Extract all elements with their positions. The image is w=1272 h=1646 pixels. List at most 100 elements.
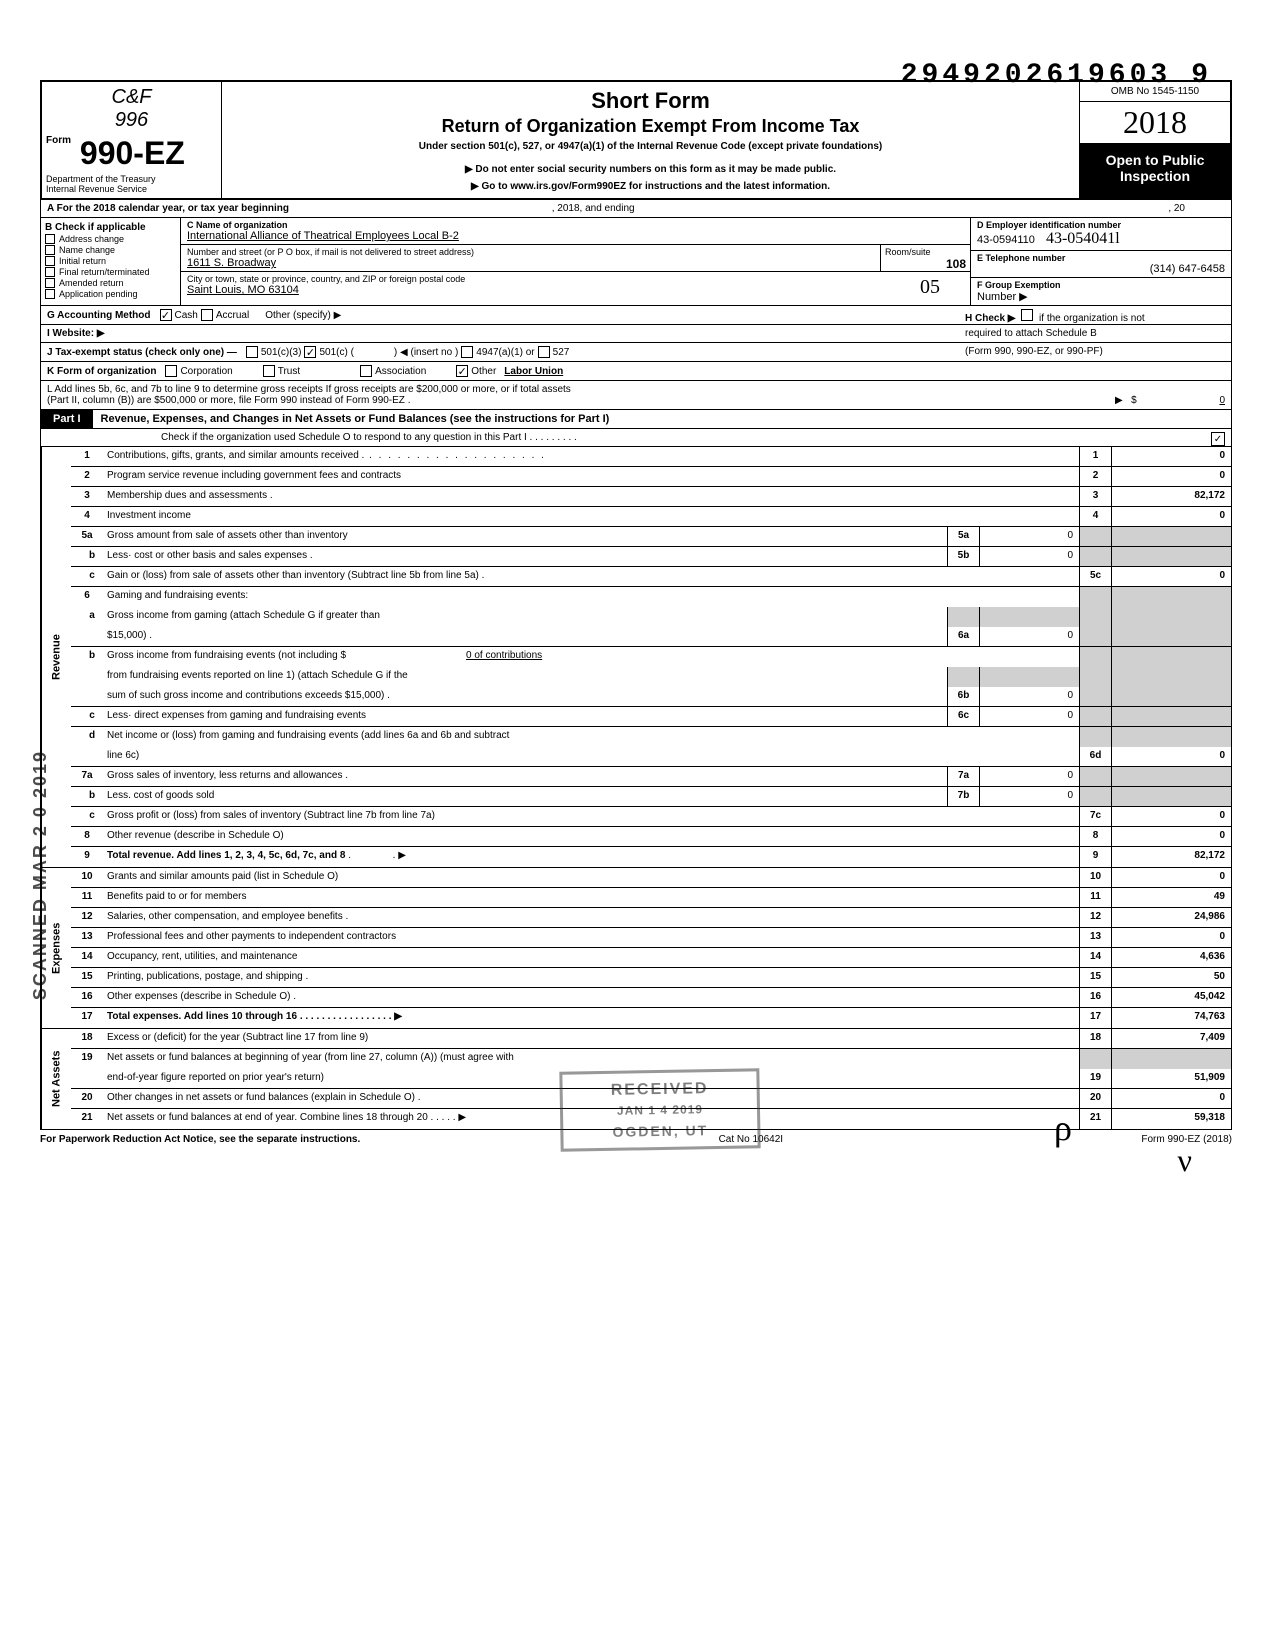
room-value: 108 [885,257,966,271]
schedule-o-check-row: Check if the organization used Schedule … [40,429,1232,447]
section-g-accounting: G Accounting Method Cash Accrual Other (… [40,306,1232,325]
ein-value: 43-0594110 43-054041l [977,230,1225,248]
line-6d-1: d Net income or (loss) from gaming and f… [71,727,1231,747]
line-13: 13 Professional fees and other payments … [71,928,1231,948]
line-1-value: 0 [1111,447,1231,466]
line-6b-3: sum of such gross income and contributio… [71,687,1231,707]
city-state-zip: Saint Louis, MO 63104 [187,284,964,296]
check-schedule-o[interactable] [1211,432,1225,446]
line-5b-value: 0 [979,547,1079,566]
line-18-value: 7,409 [1111,1029,1231,1048]
line-9: 9 Total revenue. Add lines 1, 2, 3, 4, 5… [71,847,1231,867]
signature-2: ν [1178,1142,1192,1179]
check-cash[interactable] [160,309,172,321]
line-5a-value: 0 [979,527,1079,546]
telephone-number: (314) 647-6458 [977,263,1225,275]
line-2: 2 Program service revenue including gove… [71,467,1231,487]
ein-handwritten: 43-054041l [1046,230,1120,247]
tax-year: 2018 [1080,102,1230,144]
handwritten-05: 05 [920,276,940,299]
line-11: 11 Benefits paid to or for members 11 49 [71,888,1231,908]
section-h-text2: required to attach Schedule B [965,328,1225,339]
check-corporation[interactable] [165,365,177,377]
line-16-value: 45,042 [1111,988,1231,1007]
line-21-value: 59,318 [1111,1109,1231,1129]
line-20-value: 0 [1111,1089,1231,1108]
address-label: Number and street (or P O box, if mail i… [187,247,964,257]
line-4-value: 0 [1111,507,1231,526]
section-k-form-org: K Form of organization Corporation Trust… [40,362,1232,381]
line-6a-1: a Gross income from gaming (attach Sched… [71,607,1231,627]
line-11-value: 49 [1111,888,1231,907]
stamp-date: JAN 1 4 2019 [579,1102,741,1119]
line-6d-value: 0 [1111,747,1231,766]
check-final-return[interactable]: Final return/terminated [45,267,176,277]
check-association[interactable] [360,365,372,377]
line-15: 15 Printing, publications, postage, and … [71,968,1231,988]
line-6c: c Less· direct expenses from gaming and … [71,707,1231,727]
check-address-change[interactable]: Address change [45,234,176,244]
line-17-value: 74,763 [1111,1008,1231,1028]
footer-paperwork: For Paperwork Reduction Act Notice, see … [40,1134,360,1145]
line-16: 16 Other expenses (describe in Schedule … [71,988,1231,1008]
section-a-tax-year: A For the 2018 calendar year, or tax yea… [40,200,1232,218]
form-logo-scribble: C&F996 [46,86,217,132]
line-6d-2: line 6c) 6d 0 [71,747,1231,767]
dept-irs: Internal Revenue Service [46,184,217,194]
line-9-value: 82,172 [1111,847,1231,867]
line-7c: c Gross profit or (loss) from sales of i… [71,807,1231,827]
check-501c[interactable] [304,346,316,358]
open-to-public-inspection: Open to Public Inspection [1080,144,1230,198]
line-3: 3 Membership dues and assessments . 3 82… [71,487,1231,507]
form-ssn-note: ▶ Do not enter social security numbers o… [228,164,1073,175]
group-exemption-number-label: Number ▶ [977,290,1225,303]
room-label: Room/suite [885,247,966,257]
section-j-tax-exempt: J Tax-exempt status (check only one) — 5… [40,343,1232,362]
check-h[interactable] [1021,309,1033,321]
form-title: Short Form [228,88,1073,114]
line-5b: b Less· cost or other basis and sales ex… [71,547,1231,567]
line-6b-1: b Gross income from fundraising events (… [71,647,1231,667]
stamp-location: OGDEN, UT [579,1122,741,1141]
line-5a: 5a Gross amount from sale of assets othe… [71,527,1231,547]
line-19-value: 51,909 [1111,1069,1231,1088]
section-h-check: H Check ▶ if the organization is not [965,309,1225,324]
section-l-gross-receipts: L Add lines 5b, 6c, and 7b to line 9 to … [40,381,1232,410]
check-name-change[interactable]: Name change [45,245,176,255]
section-h-text3: (Form 990, 990-EZ, or 990-PF) [965,346,1225,357]
check-trust[interactable] [263,365,275,377]
check-accrual[interactable] [201,309,213,321]
check-527[interactable] [538,346,550,358]
expenses-section: Expenses 10 Grants and similar amounts p… [40,868,1232,1029]
form-goto-url: ▶ Go to www.irs.gov/Form990EZ for instru… [228,181,1073,192]
signature-1: ρ [1054,1107,1072,1149]
line-10: 10 Grants and similar amounts paid (list… [71,868,1231,888]
line-5c-value: 0 [1111,567,1231,586]
line-3-value: 82,172 [1111,487,1231,506]
line-6c-value: 0 [979,707,1079,726]
line-10-value: 0 [1111,868,1231,887]
line-12-value: 24,986 [1111,908,1231,927]
line-7b-value: 0 [979,787,1079,806]
net-assets-label: Net Assets [41,1029,71,1129]
line-7a-value: 0 [979,767,1079,786]
check-application-pending[interactable]: Application pending [45,289,176,299]
section-c-label: C Name of organization [187,220,964,230]
line-19-1: 19 Net assets or fund balances at beginn… [71,1049,1231,1069]
check-amended-return[interactable]: Amended return [45,278,176,288]
line-7c-value: 0 [1111,807,1231,826]
line-6: 6 Gaming and fundraising events: [71,587,1231,607]
line-7b: b Less. cost of goods sold 7b 0 [71,787,1231,807]
section-b-block: B Check if applicable Address change Nam… [40,218,1232,306]
line-14-value: 4,636 [1111,948,1231,967]
form-under-section: Under section 501(c), 527, or 4947(a)(1)… [228,141,1073,152]
gross-receipts-value: 0 [1219,395,1225,406]
check-initial-return[interactable]: Initial return [45,256,176,266]
line-1: 1 Contributions, gifts, grants, and simi… [71,447,1231,467]
form-number: Form 990-EZ [46,135,217,172]
org-name: International Alliance of Theatrical Emp… [187,230,964,242]
check-other-org[interactable] [456,365,468,377]
check-501c3[interactable] [246,346,258,358]
check-4947[interactable] [461,346,473,358]
section-f-label: F Group Exemption [977,280,1225,290]
